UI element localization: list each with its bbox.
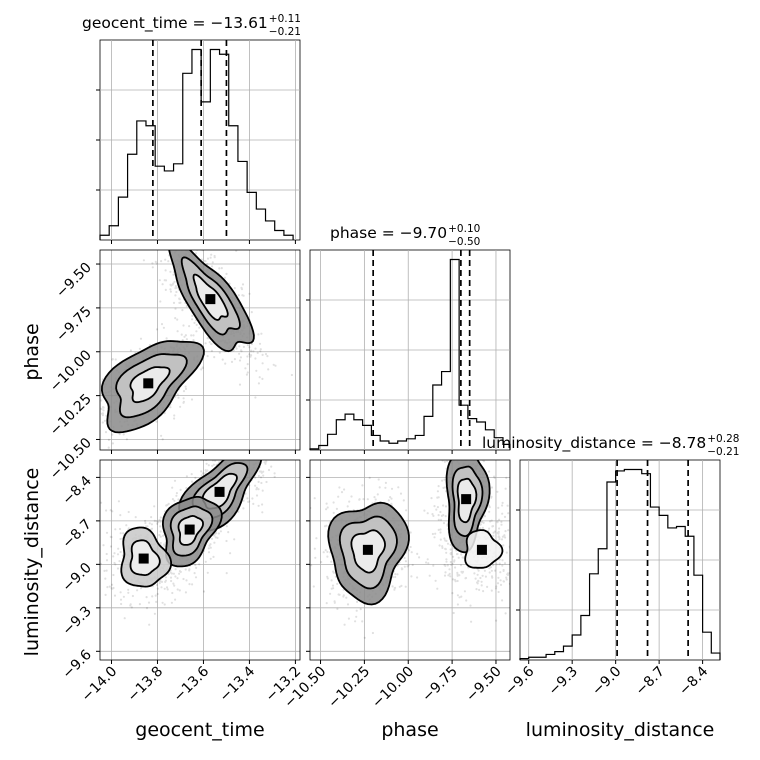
density-peak (138, 553, 149, 564)
panel-phase-luminosity_distance (306, 459, 511, 664)
axis-label-luminosity_distance: luminosity_distance (526, 719, 715, 741)
hist-title-err-plus: +0.28 (707, 433, 739, 445)
panel-frame (99, 249, 301, 451)
label-layer: geocent_time phase luminosity_distance p… (21, 323, 714, 741)
hist-title-err-minus: −0.50 (448, 236, 480, 248)
hist-step-geocent_time (99, 48, 294, 240)
panel-content (100, 460, 300, 660)
y-axis-label-phase: phase (21, 323, 43, 380)
density-peak (461, 494, 472, 505)
y-axis-label-luminosity_distance: luminosity_distance (21, 468, 43, 657)
panel-frame (309, 459, 511, 661)
hist-title-err-minus: −0.21 (707, 446, 739, 458)
hist-panel-phase: phase = −9.70 +0.10−0.50 (306, 223, 511, 454)
hist-title-err-minus: −0.21 (269, 26, 301, 38)
axis-label-phase: phase (381, 719, 438, 741)
density-peak (476, 544, 487, 555)
density-peak (362, 544, 373, 555)
hist-title-phase: phase = −9.70 (330, 224, 447, 242)
hist-title-err-plus: +0.10 (448, 223, 480, 235)
density-peak (184, 524, 195, 535)
density-peak (214, 486, 225, 497)
panel-geocent_time-luminosity_distance (96, 459, 301, 664)
density-peak (143, 378, 154, 389)
hist-panel-luminosity_distance: luminosity_distance = −8.78 +0.28−0.21 (482, 433, 739, 664)
panel-frame (99, 459, 301, 661)
panel-content (100, 250, 300, 450)
hist-step-luminosity_distance (519, 468, 721, 660)
density-peak (205, 294, 216, 305)
hist-title-err-plus: +0.11 (269, 13, 301, 25)
panel-geocent_time-phase (96, 249, 301, 454)
hist-title-geocent_time: geocent_time = −13.61 (82, 14, 268, 33)
hist-step-phase (309, 258, 511, 450)
axis-label-geocent_time: geocent_time (135, 719, 264, 741)
panel-content (310, 460, 510, 660)
hist-title-luminosity_distance: luminosity_distance = −8.78 (482, 434, 706, 453)
hist-panel-geocent_time: geocent_time = −13.61 +0.11−0.21 (82, 13, 301, 244)
